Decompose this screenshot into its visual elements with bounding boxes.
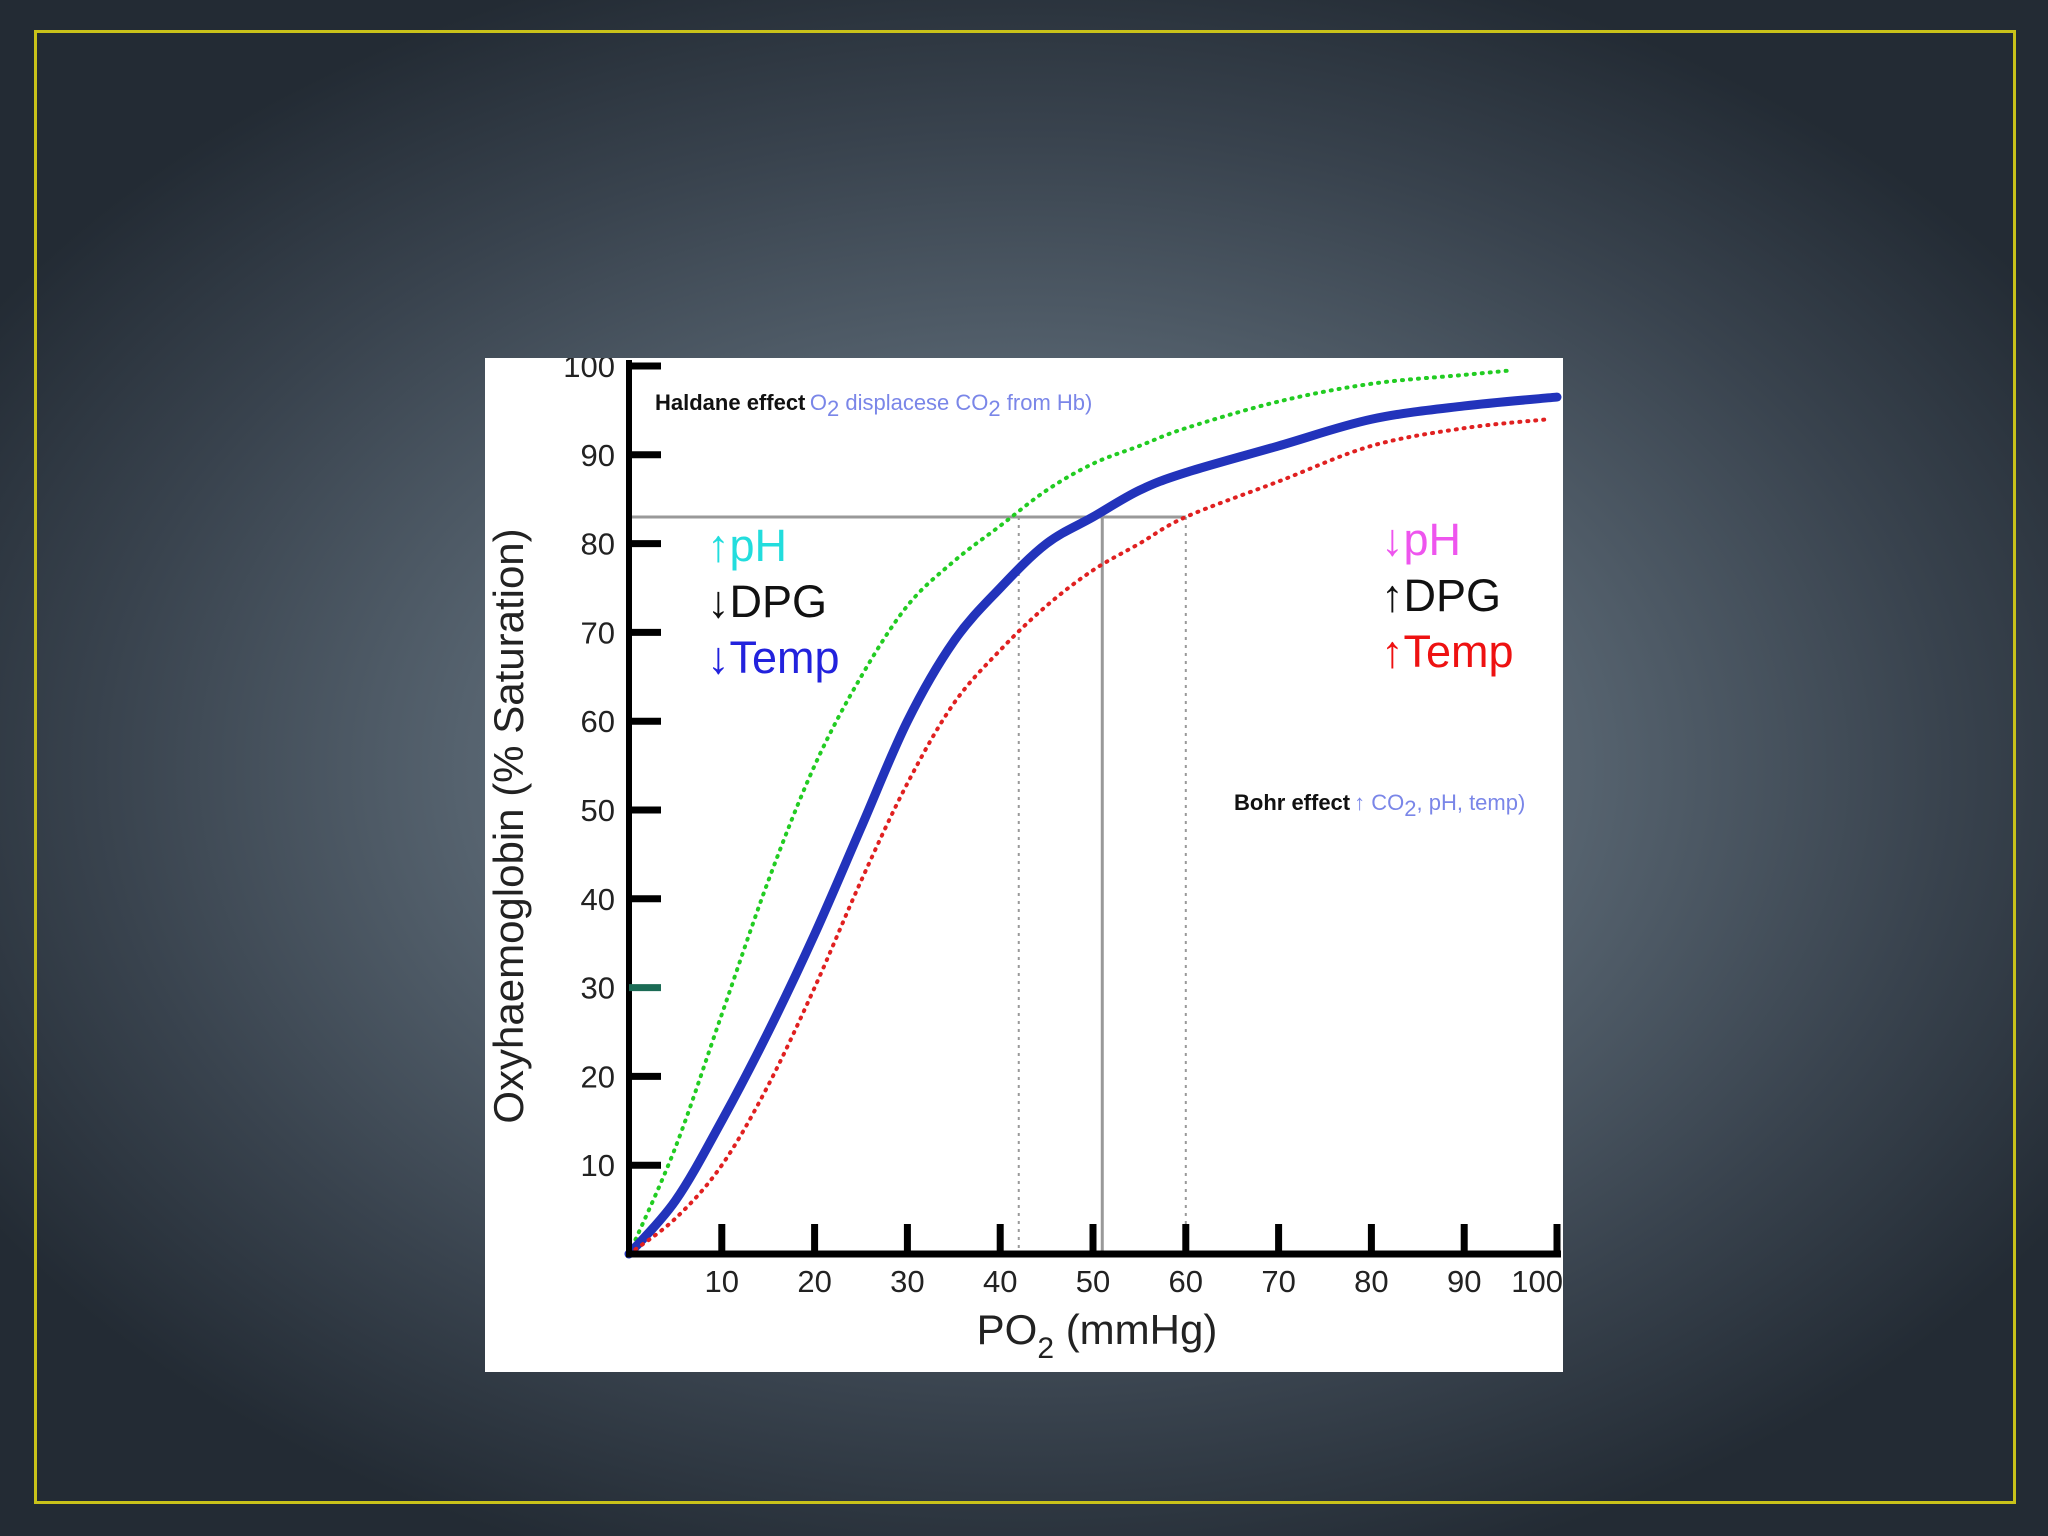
x-axis-label: PO2 (mmHg) bbox=[977, 1306, 1218, 1365]
x-tick-label: 70 bbox=[1261, 1264, 1295, 1299]
legend-item: ↑Temp bbox=[1381, 626, 1514, 677]
x-tick-label: 60 bbox=[1169, 1264, 1203, 1299]
legend-item: ↓Temp bbox=[707, 632, 840, 683]
legend-item: ↓pH bbox=[1381, 514, 1461, 565]
oxygen-dissociation-chart: 10 20 30 40 50 60 70 80 90 100 10 20 30 40 50 60 70 80 90 1… bbox=[485, 358, 1563, 1372]
legend-arrow-icon: ↓ bbox=[707, 576, 730, 627]
legend-arrow-icon: ↓ bbox=[707, 632, 730, 683]
legend-arrow-icon: ↑ bbox=[707, 520, 730, 571]
y-tick-label: 70 bbox=[581, 615, 615, 650]
y-axis-label: Oxyhaemoglobin (% Saturation) bbox=[485, 528, 532, 1123]
y-tick-label: 10 bbox=[581, 1148, 615, 1183]
ticks: 10 20 30 40 50 60 70 80 90 100 10 20 30 40 50 60 70 80 90 1… bbox=[563, 358, 1563, 1299]
curves bbox=[624, 368, 1562, 1259]
y-tick-label: 40 bbox=[581, 882, 615, 917]
x-tick-label: 80 bbox=[1354, 1264, 1388, 1299]
legend-arrow-icon: ↑ bbox=[1381, 626, 1404, 677]
x-tick-label: 90 bbox=[1447, 1264, 1481, 1299]
series-line-2 bbox=[624, 392, 1562, 1259]
y-tick-label: 60 bbox=[581, 704, 615, 739]
chart-svg: 10 20 30 40 50 60 70 80 90 100 10 20 30 40 50 60 70 80 90 1… bbox=[485, 358, 1563, 1365]
x-tick-label: 20 bbox=[797, 1264, 831, 1299]
haldane-annotation: Haldane effect O2 displacese CO2 from Hb… bbox=[655, 390, 1092, 421]
bohr-annotation: Bohr effect ↑ CO2, pH, temp) bbox=[1234, 790, 1525, 821]
y-tick-label: 90 bbox=[581, 438, 615, 473]
legend-item: ↑DPG bbox=[1381, 570, 1501, 621]
series-line-1 bbox=[627, 368, 1513, 1256]
right-legend: ↓pH↑DPG↑Temp bbox=[1381, 514, 1514, 677]
legend-item: ↑pH bbox=[707, 520, 787, 571]
y-tick-label: 80 bbox=[581, 527, 615, 562]
y-tick-label: 100 bbox=[563, 358, 615, 384]
x-tick-label: 100 bbox=[1511, 1264, 1563, 1299]
left-legend: ↑pH↓DPG↓Temp bbox=[707, 520, 840, 683]
y-tick-label: 30 bbox=[581, 971, 615, 1006]
x-tick-label: 30 bbox=[890, 1264, 924, 1299]
legend-item: ↓DPG bbox=[707, 576, 827, 627]
slide-frame bbox=[34, 30, 2016, 1504]
legend-arrow-icon: ↓ bbox=[1381, 514, 1404, 565]
series-line-3 bbox=[627, 417, 1550, 1256]
legend-arrow-icon: ↑ bbox=[1381, 570, 1404, 621]
x-tick-label: 50 bbox=[1076, 1264, 1110, 1299]
y-tick-label: 20 bbox=[581, 1059, 615, 1094]
y-tick-label: 50 bbox=[581, 793, 615, 828]
x-tick-label: 40 bbox=[983, 1264, 1017, 1299]
x-tick-label: 10 bbox=[705, 1264, 739, 1299]
